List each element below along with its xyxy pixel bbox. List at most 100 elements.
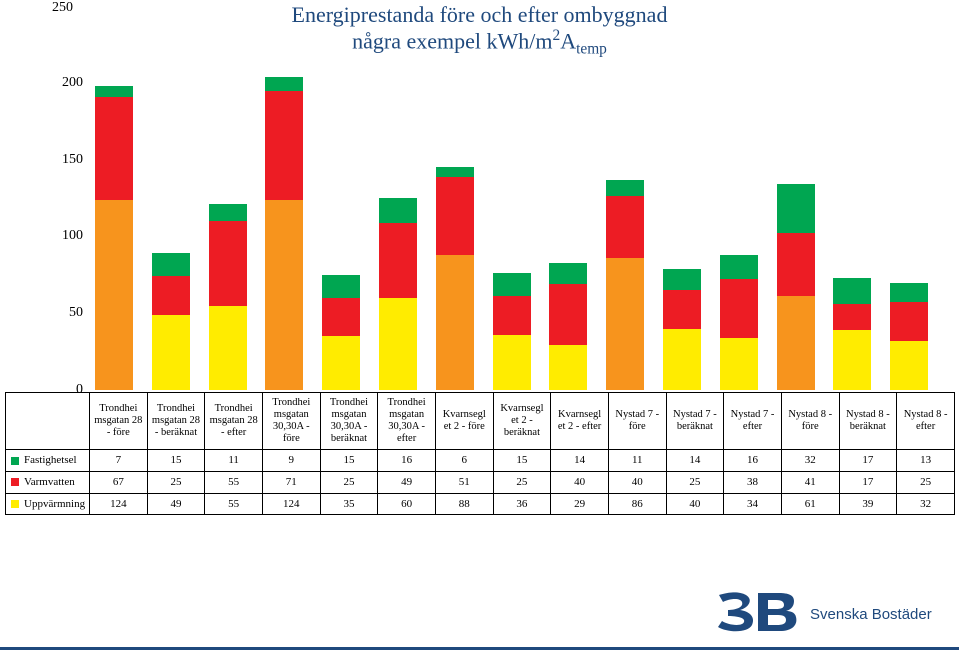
bar-segment-fastighetsel	[379, 198, 417, 223]
bar	[152, 253, 190, 390]
table-cell: 16	[378, 450, 436, 472]
table-cell: 14	[666, 450, 724, 472]
bar-segment-varmvatten	[606, 196, 644, 257]
bar-segment-uppvarmning	[493, 335, 531, 390]
page: 250 Energiprestanda före och efter ombyg…	[0, 0, 959, 650]
legend-swatch	[11, 478, 19, 486]
bar-segment-uppvarmning	[95, 200, 133, 390]
y-tick-label: 50	[28, 305, 83, 321]
table-row: Uppvärmning 124 49 55 124 35 60 88 36 29…	[6, 493, 955, 515]
bar-segment-uppvarmning	[833, 330, 871, 390]
category-label: Nystad 8 - beräknat	[839, 393, 897, 450]
table-cell: 49	[147, 493, 205, 515]
bar-segment-varmvatten	[436, 177, 474, 255]
chart-plot-area: 0 50 100 150 200	[93, 6, 945, 390]
bar	[322, 275, 360, 390]
bar-segment-fastighetsel	[152, 253, 190, 276]
table-cell: 11	[608, 450, 666, 472]
table-cell: 49	[378, 471, 436, 493]
table-cell: 25	[147, 471, 205, 493]
category-label: Trondhei msgatan 30,30A - beräknat	[320, 393, 378, 450]
series-label-varmvatten: Varmvatten	[6, 471, 90, 493]
bar	[833, 278, 871, 390]
svg-text:Svenska Bostäder: Svenska Bostäder	[810, 606, 932, 623]
table-header-row: Trondhei msgatan 28 - före Trondhei msga…	[6, 393, 955, 450]
category-label: Kvarnsegl et 2 - beräknat	[493, 393, 551, 450]
bar-segment-varmvatten	[493, 296, 531, 334]
bar-segment-uppvarmning	[436, 255, 474, 390]
category-label: Nystad 7 - före	[608, 393, 666, 450]
bar	[890, 283, 928, 390]
table-cell: 13	[897, 450, 955, 472]
bar-segment-fastighetsel	[95, 86, 133, 97]
series-label-uppvarmning: Uppvärmning	[6, 493, 90, 515]
bar-segment-varmvatten	[95, 97, 133, 200]
bar-segment-varmvatten	[152, 276, 190, 314]
table-cell: 55	[205, 493, 263, 515]
bar	[777, 184, 815, 390]
table-cell: 32	[781, 450, 839, 472]
table-cell: 15	[147, 450, 205, 472]
table-cell: 6	[435, 450, 493, 472]
table-cell: 17	[839, 450, 897, 472]
category-label: Kvarnsegl et 2 - efter	[551, 393, 609, 450]
table-cell: 86	[608, 493, 666, 515]
table-cell: 67	[90, 471, 148, 493]
category-label: Nystad 8 - före	[781, 393, 839, 450]
table-cell: 16	[724, 450, 782, 472]
bar	[265, 77, 303, 390]
bar-segment-varmvatten	[890, 302, 928, 340]
table-cell: 55	[205, 471, 263, 493]
table-cell: 40	[551, 471, 609, 493]
category-label: Nystad 7 - beräknat	[666, 393, 724, 450]
category-label: Trondhei msgatan 28 - efter	[205, 393, 263, 450]
bar-segment-uppvarmning	[265, 200, 303, 390]
bar-segment-fastighetsel	[833, 278, 871, 304]
bar-segment-fastighetsel	[493, 273, 531, 296]
table-cell: 14	[551, 450, 609, 472]
category-label: Trondhei msgatan 28 - före	[90, 393, 148, 450]
bar-segment-uppvarmning	[606, 258, 644, 390]
table-cell: 34	[724, 493, 782, 515]
table-cell: 29	[551, 493, 609, 515]
legend-swatch	[11, 500, 19, 508]
bar-segment-uppvarmning	[777, 296, 815, 390]
table-cell: 124	[262, 493, 320, 515]
bar-segment-uppvarmning	[322, 336, 360, 390]
table-cell: 40	[666, 493, 724, 515]
table-cell: 25	[493, 471, 551, 493]
bar-segment-varmvatten	[379, 223, 417, 298]
bar	[606, 180, 644, 390]
table-row: Fastighetsel 7 15 11 9 15 16 6 15 14 11 …	[6, 450, 955, 472]
bar-segment-uppvarmning	[720, 338, 758, 390]
bar	[663, 269, 701, 390]
table-cell: 38	[724, 471, 782, 493]
bar-segment-varmvatten	[777, 233, 815, 296]
bar	[720, 255, 758, 390]
svenska-bostader-logo: Svenska Bostäder	[714, 589, 934, 635]
table-cell: 25	[320, 471, 378, 493]
table-cell: 7	[90, 450, 148, 472]
bar-segment-uppvarmning	[663, 329, 701, 390]
bar-segment-fastighetsel	[777, 184, 815, 233]
table-cell: 17	[839, 471, 897, 493]
bar-segment-varmvatten	[833, 304, 871, 330]
bar-segment-varmvatten	[720, 279, 758, 337]
bar-segment-fastighetsel	[720, 255, 758, 280]
category-label: Kvarnsegl et 2 - före	[435, 393, 493, 450]
bar-segment-uppvarmning	[209, 306, 247, 390]
bar-segment-fastighetsel	[322, 275, 360, 298]
y-tick-label: 100	[28, 228, 83, 244]
table-cell: 15	[493, 450, 551, 472]
table-corner-cell	[6, 393, 90, 450]
table-cell: 61	[781, 493, 839, 515]
table-cell: 35	[320, 493, 378, 515]
bar-segment-fastighetsel	[436, 167, 474, 176]
bar-segment-fastighetsel	[890, 283, 928, 303]
table-cell: 41	[781, 471, 839, 493]
table-cell: 36	[493, 493, 551, 515]
bar-segment-uppvarmning	[890, 341, 928, 390]
category-label: Trondhei msgatan 28 - beräknat	[147, 393, 205, 450]
bar-segment-varmvatten	[209, 221, 247, 305]
bar-segment-fastighetsel	[549, 263, 587, 285]
